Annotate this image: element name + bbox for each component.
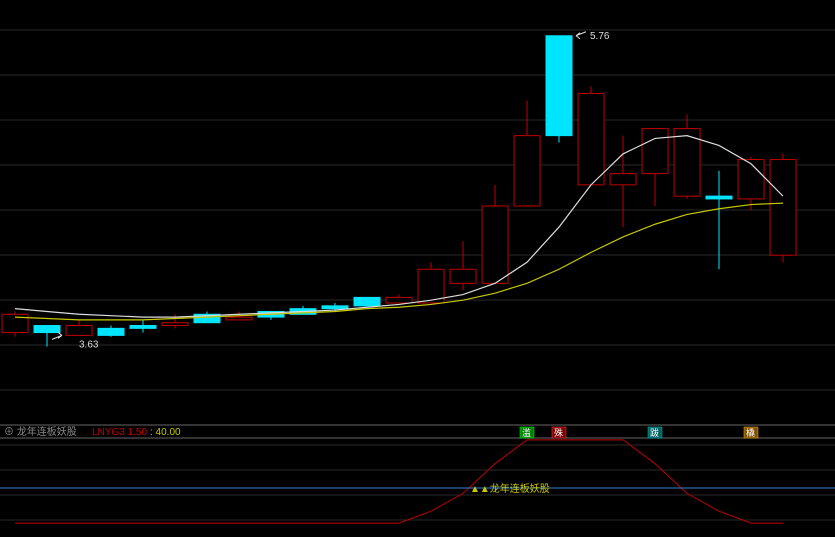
high-arrow [576, 32, 586, 39]
candle-body [354, 297, 380, 305]
candle-body [482, 206, 508, 283]
candle-body [546, 36, 572, 136]
candle-body [386, 297, 412, 303]
indicator-title: ⊕ 龙年连板妖股 [4, 425, 77, 438]
indicator-marker-label: 橇 [746, 427, 755, 438]
low-price-label: 3.63 [79, 339, 99, 350]
candle-body [578, 93, 604, 184]
indicator-center-label: ▲▲龙年连板妖股 [470, 482, 550, 495]
candle-body [450, 269, 476, 283]
candle-body [610, 174, 636, 185]
indicator-marker-label: 滥 [522, 427, 531, 438]
candle-body [770, 160, 796, 256]
candlestick-chart: 5.76 3.63 ⊕ 龙年连板妖股 LNYG3 1.50: 40.00 滥 殊 跋 橇 ▲▲龙… [0, 0, 835, 537]
low-arrow [52, 332, 62, 339]
indicator-marker-label: 跋 [650, 427, 659, 438]
candle-body [66, 326, 92, 336]
candle-body [130, 326, 156, 329]
candle-body [514, 136, 540, 206]
indicator-code: LNYG3 1.50 [92, 427, 147, 438]
high-price-label: 5.76 [590, 31, 610, 42]
indicator-value: : 40.00 [150, 427, 181, 438]
candle-body [34, 326, 60, 333]
candle-body [322, 306, 348, 309]
candle-body [162, 323, 188, 326]
indicator-line-red [15, 440, 783, 523]
candle-body [418, 269, 444, 303]
indicator-marker-label: 殊 [554, 427, 563, 438]
candle-body [706, 196, 732, 199]
candle-body [98, 328, 124, 335]
candle-body [642, 129, 668, 174]
candle-body [738, 160, 764, 199]
candle-body [226, 317, 252, 320]
